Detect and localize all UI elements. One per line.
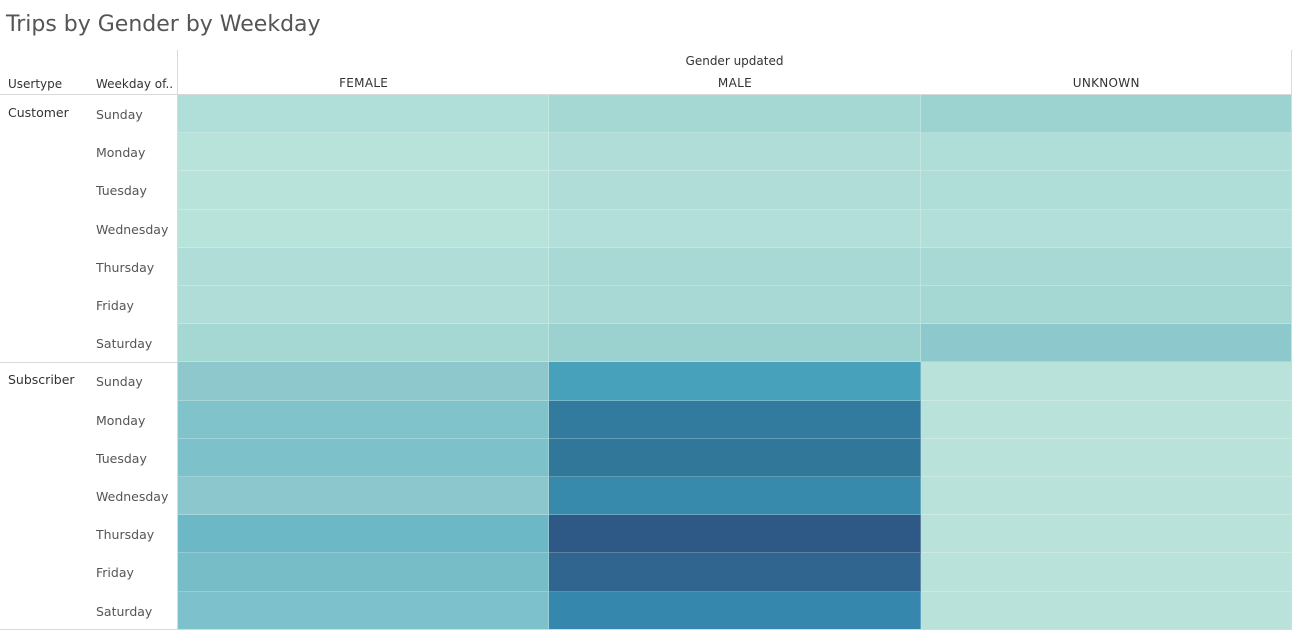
usertype-label-customer: Customer (8, 105, 69, 120)
weekday-label-sunday: Sunday (96, 374, 143, 390)
bottom-border (0, 629, 1292, 630)
right-border (1291, 50, 1292, 630)
weekday-label-wednesday: Wednesday (96, 489, 169, 504)
heat-cell-subscriber-friday-female[interactable] (178, 553, 550, 592)
heat-cell-customer-friday-unknown[interactable] (920, 286, 1292, 325)
weekday-label-thursday: Thursday (96, 259, 155, 275)
row-header-usertype: Usertype (8, 77, 63, 91)
weekday-label-monday: Monday (96, 412, 146, 428)
usertype-label-subscriber: Subscriber (8, 372, 75, 388)
chart-title: Trips by Gender by Weekday (6, 12, 321, 37)
heat-cell-customer-monday-unknown[interactable] (920, 133, 1292, 172)
heat-cell-subscriber-friday-unknown[interactable] (920, 553, 1292, 592)
weekday-label-tuesday: Tuesday (96, 450, 147, 466)
heat-cell-subscriber-wednesday-female[interactable] (178, 477, 550, 516)
heat-cell-subscriber-tuesday-male[interactable] (549, 438, 921, 477)
column-header-male: MALE (717, 76, 752, 90)
column-header-unknown: UNKNOWN (1072, 76, 1140, 90)
heat-cell-subscriber-saturday-female[interactable] (178, 591, 550, 630)
heat-cell-customer-thursday-female[interactable] (178, 247, 550, 286)
heat-cell-subscriber-thursday-unknown[interactable] (920, 515, 1292, 554)
heat-cell-customer-tuesday-female[interactable] (178, 171, 550, 210)
heat-cell-subscriber-sunday-unknown[interactable] (920, 362, 1292, 401)
column-header-female: FEMALE (339, 76, 389, 90)
heat-cell-customer-thursday-male[interactable] (549, 247, 921, 286)
weekday-label-tuesday: Tuesday (96, 183, 147, 199)
weekday-label-monday: Monday (96, 145, 146, 161)
heat-cell-customer-sunday-female[interactable] (178, 95, 550, 134)
heat-cell-customer-monday-female[interactable] (178, 133, 550, 172)
heat-cell-customer-wednesday-male[interactable] (549, 209, 921, 248)
heat-cell-subscriber-tuesday-unknown[interactable] (920, 438, 1292, 477)
heat-cell-subscriber-sunday-female[interactable] (178, 362, 550, 401)
column-group-label: Gender updated (685, 54, 784, 68)
heat-cell-customer-wednesday-unknown[interactable] (920, 209, 1292, 248)
heat-cell-customer-thursday-unknown[interactable] (920, 247, 1292, 286)
heat-cell-subscriber-monday-unknown[interactable] (920, 400, 1292, 439)
heat-cell-subscriber-wednesday-male[interactable] (549, 477, 921, 516)
heat-cell-customer-friday-female[interactable] (178, 286, 550, 325)
header-bottom-divider (0, 94, 1292, 95)
heat-cell-subscriber-monday-female[interactable] (178, 400, 550, 439)
weekday-label-sunday: Sunday (96, 107, 143, 122)
weekday-label-friday: Friday (96, 565, 134, 581)
heat-cell-customer-wednesday-female[interactable] (178, 209, 550, 248)
weekday-label-wednesday: Wednesday (96, 221, 169, 237)
row-header-weekday: Weekday of.. (96, 77, 174, 91)
heat-cell-customer-sunday-male[interactable] (549, 95, 921, 134)
heat-cell-subscriber-friday-male[interactable] (549, 553, 921, 592)
heat-cell-customer-friday-male[interactable] (549, 286, 921, 325)
heat-cell-subscriber-thursday-male[interactable] (549, 515, 921, 554)
header-left-divider (177, 50, 178, 630)
heat-cell-subscriber-saturday-unknown[interactable] (920, 591, 1292, 630)
heat-cell-subscriber-saturday-male[interactable] (549, 591, 921, 630)
heat-cell-customer-sunday-unknown[interactable] (920, 95, 1292, 134)
heat-cell-subscriber-monday-male[interactable] (549, 400, 921, 439)
heat-cell-customer-saturday-male[interactable] (549, 324, 921, 363)
heat-cell-subscriber-sunday-male[interactable] (549, 362, 921, 401)
heat-cell-customer-tuesday-unknown[interactable] (920, 171, 1292, 210)
heat-cell-subscriber-wednesday-unknown[interactable] (920, 477, 1292, 516)
heat-cell-customer-saturday-unknown[interactable] (920, 324, 1292, 363)
heat-cell-customer-monday-male[interactable] (549, 133, 921, 172)
heat-cell-customer-saturday-female[interactable] (178, 324, 550, 363)
group-divider (0, 362, 178, 363)
heat-cell-subscriber-tuesday-female[interactable] (178, 438, 550, 477)
weekday-label-saturday: Saturday (96, 336, 153, 352)
heat-cell-subscriber-thursday-female[interactable] (178, 515, 550, 554)
weekday-label-friday: Friday (96, 298, 134, 313)
heat-cell-customer-tuesday-male[interactable] (549, 171, 921, 210)
weekday-label-thursday: Thursday (96, 527, 155, 543)
weekday-label-saturday: Saturday (96, 603, 153, 619)
